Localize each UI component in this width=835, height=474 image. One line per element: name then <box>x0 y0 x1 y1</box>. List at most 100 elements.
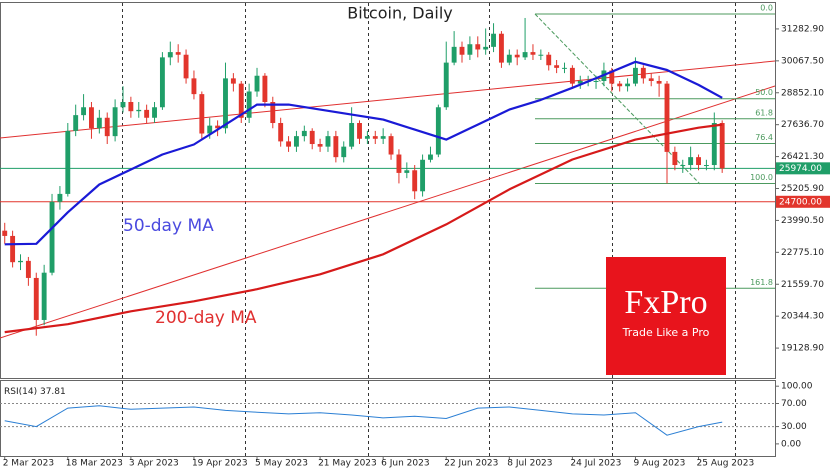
y-tick-label: 31282.90 <box>781 24 824 34</box>
price-frame <box>0 2 776 379</box>
candle-body <box>112 107 118 137</box>
y-tick-label: 28852.10 <box>781 88 824 98</box>
candle-body <box>183 54 189 79</box>
candle-body <box>89 107 94 129</box>
candle-body <box>309 130 315 145</box>
x-tick-label: 6 Jun 2023 <box>381 459 429 469</box>
candle-body <box>120 102 126 108</box>
candle-body <box>703 165 709 167</box>
ma200-label: 200-day MA <box>155 308 257 328</box>
ma-line <box>4 123 723 334</box>
candle-body <box>96 117 102 129</box>
rsi-label: RSI(14) 37.81 <box>4 387 66 397</box>
candle-body <box>293 136 299 147</box>
x-tick-label: 5 May 2023 <box>255 459 308 469</box>
x-tick-label: 2 Mar 2023 <box>3 459 54 469</box>
price-tag <box>776 162 830 175</box>
y-tick-label: 23990.50 <box>781 216 824 226</box>
channel-upper <box>0 60 776 139</box>
candle-body <box>569 67 575 84</box>
fib-diagonal <box>534 13 701 185</box>
candle-body <box>364 136 370 139</box>
rsi-title: RSI(14) <box>4 387 37 397</box>
candle-body <box>104 117 110 137</box>
candle-body <box>380 136 386 139</box>
price-tag-label: 25974.00 <box>779 164 822 174</box>
y-tick-label: 100.00 <box>781 382 813 392</box>
candle-body <box>711 123 717 166</box>
x-tick-label: 22 Jun 2023 <box>444 459 498 469</box>
candle-body <box>443 62 449 108</box>
y-tick-label: 22775.10 <box>781 248 824 258</box>
candle-body <box>144 109 150 118</box>
candle-body <box>223 78 228 129</box>
fib-label: 50.0 <box>755 88 773 97</box>
candle-body <box>372 136 378 139</box>
logo: FxPro Trade Like a Pro <box>606 257 726 375</box>
candle-body <box>530 52 536 55</box>
candle-body <box>459 46 465 55</box>
candle-body <box>25 260 31 278</box>
rsi-frame <box>0 380 776 457</box>
candle-body <box>81 107 87 116</box>
candle-body <box>577 80 583 84</box>
logo-name: FxPro <box>624 284 707 321</box>
candle-body <box>152 107 157 118</box>
fib-label: 161.8 <box>750 278 773 287</box>
x-tick-label: 25 Aug 2023 <box>697 459 755 469</box>
candle-body <box>191 78 197 95</box>
candle-body <box>333 136 339 158</box>
candle-body <box>286 141 291 147</box>
candle-body <box>41 272 47 320</box>
candle-body <box>2 230 8 236</box>
x-tick-label: 19 Apr 2023 <box>192 459 248 469</box>
candle-body <box>254 75 260 92</box>
candle-body <box>451 46 457 63</box>
y-tick-label: 21559.70 <box>781 280 824 290</box>
rsi-last: 37.81 <box>40 387 66 397</box>
y-tick-label: 27636.70 <box>781 120 824 130</box>
candle-body <box>215 125 221 129</box>
candle-body <box>617 83 623 87</box>
candle-body <box>498 33 504 63</box>
candle-body <box>33 277 39 320</box>
candle-body <box>640 67 646 79</box>
fib-label: 0.0 <box>760 3 773 12</box>
y-tick-label: 26421.30 <box>781 152 824 162</box>
candle-body <box>65 130 71 194</box>
candle-body <box>656 80 662 84</box>
candle-body <box>396 154 402 173</box>
candle-body <box>230 78 236 84</box>
candle-body <box>349 123 355 147</box>
x-tick-label: 21 May 2023 <box>318 459 377 469</box>
x-tick-label: 8 Jul 2023 <box>507 459 552 469</box>
chart-title: Bitcoin, Daily <box>347 4 453 23</box>
candle-body <box>317 144 323 147</box>
x-tick-label: 9 Aug 2023 <box>633 459 685 469</box>
candle-body <box>18 260 23 263</box>
candle-body <box>538 54 544 56</box>
y-tick-label: 30067.50 <box>781 56 824 66</box>
y-tick-label: 70.00 <box>781 399 807 409</box>
candle-body <box>664 83 670 152</box>
ma50-label: 50-day MA <box>123 216 214 236</box>
candle-body <box>688 157 694 166</box>
candle-body <box>562 67 567 69</box>
candle-body <box>73 115 79 131</box>
rsi-line <box>4 405 723 436</box>
candle-body <box>522 52 528 58</box>
candle-body <box>696 157 701 166</box>
candle-body <box>159 57 165 108</box>
candle-body <box>199 94 205 134</box>
candle-body <box>278 123 284 142</box>
fib-layer: 0.0 50.0 61.8 76.4 100.0 161.8 <box>535 3 775 289</box>
candle-body <box>514 54 520 58</box>
candle-body <box>475 44 481 50</box>
candle-body <box>680 165 686 167</box>
candle-body <box>301 130 307 137</box>
candle-body <box>175 52 181 55</box>
fib-label: 61.8 <box>755 108 773 117</box>
x-tick-label: 24 Jul 2023 <box>570 459 621 469</box>
candle-body <box>672 151 678 166</box>
